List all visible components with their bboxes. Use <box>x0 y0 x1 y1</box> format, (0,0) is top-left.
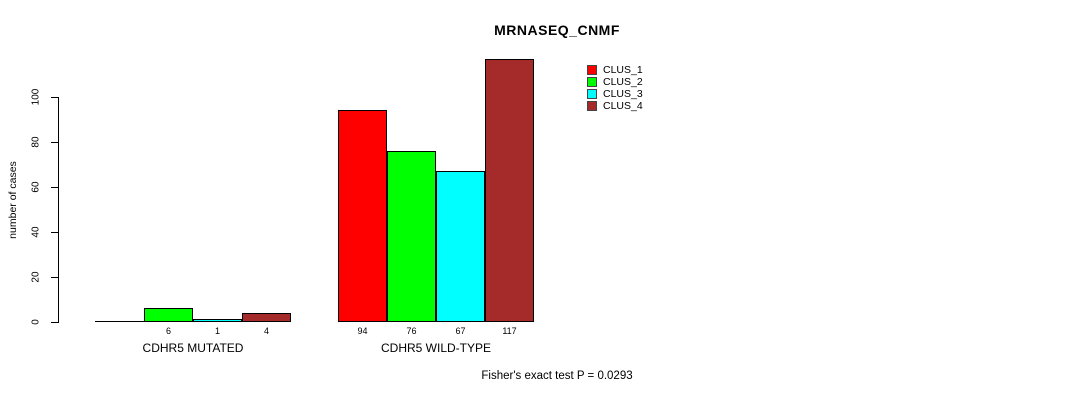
y-tick-label: 100 <box>30 88 42 106</box>
legend-swatch-clus_3 <box>587 89 597 99</box>
bar-clus_1-cdhr5-wild-type <box>338 110 387 322</box>
bar-clus_4-cdhr5-mutated-value-label: 4 <box>263 326 270 336</box>
bar-clus_3-cdhr5-wild-type <box>436 171 485 322</box>
y-tick <box>51 142 58 143</box>
bar-clus_2-cdhr5-wild-type-value-label: 76 <box>406 326 417 336</box>
legend-label-clus_3: CLUS_3 <box>603 88 643 100</box>
pvalue-annotation: Fisher's exact test P = 0.0293 <box>481 370 633 382</box>
bar-clus_1-cdhr5-mutated <box>95 321 144 322</box>
legend-swatch-clus_2 <box>587 77 597 87</box>
legend-row-clus_1: CLUS_1 <box>587 64 643 76</box>
y-tick-label: 80 <box>30 136 42 148</box>
bar-clus_4-cdhr5-wild-type-value-label: 117 <box>502 326 517 336</box>
bar-clus_2-cdhr5-mutated <box>144 308 193 322</box>
legend-label-clus_4: CLUS_4 <box>603 100 643 112</box>
bar-clus_3-cdhr5-wild-type-value-label: 67 <box>455 326 466 336</box>
bar-clus_4-cdhr5-wild-type <box>485 59 534 322</box>
bar-clus_2-cdhr5-mutated-value-label: 6 <box>165 326 172 336</box>
y-tick <box>51 232 58 233</box>
y-tick <box>51 187 58 188</box>
y-axis-title: number of cases <box>7 161 19 239</box>
legend-label-clus_1: CLUS_1 <box>603 64 643 76</box>
chart-title: MRNASEQ_CNMF <box>494 22 620 38</box>
y-tick-label: 40 <box>30 226 42 238</box>
y-tick-label: 60 <box>30 181 42 193</box>
bar-clus_3-cdhr5-mutated-value-label: 1 <box>214 326 221 336</box>
bar-clus_4-cdhr5-mutated <box>242 313 291 322</box>
category-label-1: CDHR5 WILD-TYPE <box>380 341 492 355</box>
category-label-0: CDHR5 MUTATED <box>142 341 244 355</box>
bar-clus_1-cdhr5-wild-type-value-label: 94 <box>357 326 368 336</box>
y-tick-label: 20 <box>30 271 42 283</box>
y-tick <box>51 277 58 278</box>
legend-label-clus_2: CLUS_2 <box>603 76 643 88</box>
y-axis-line <box>58 97 59 323</box>
legend-row-clus_2: CLUS_2 <box>587 76 643 88</box>
y-tick <box>51 322 58 323</box>
y-tick-label: 0 <box>30 319 42 325</box>
legend-row-clus_4: CLUS_4 <box>587 100 643 112</box>
bar-clus_2-cdhr5-wild-type <box>387 151 436 322</box>
y-tick <box>51 97 58 98</box>
legend-row-clus_3: CLUS_3 <box>587 88 643 100</box>
legend-swatch-clus_1 <box>587 65 597 75</box>
bar-clus_3-cdhr5-mutated <box>193 319 242 322</box>
legend-swatch-clus_4 <box>587 101 597 111</box>
